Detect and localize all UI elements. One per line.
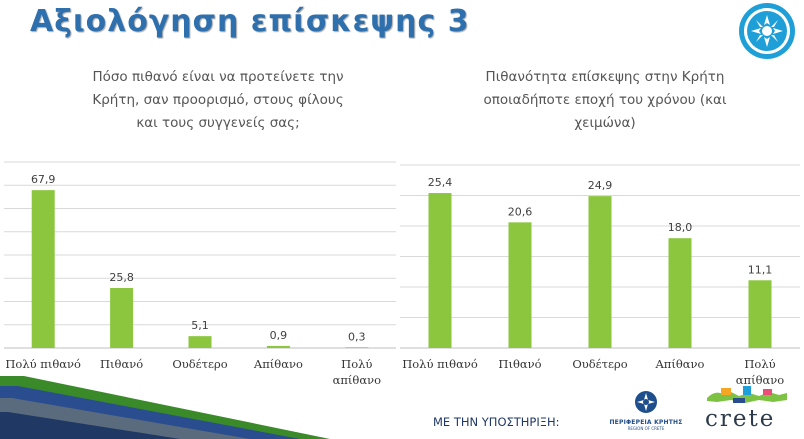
category-label: Πολύ (744, 357, 775, 371)
category-label: Ουδέτερο (172, 357, 227, 371)
support-label: ΜΕ ΤΗΝ ΥΠΟΣΤΗΡΙΞΗ: (433, 415, 560, 429)
category-label: Πολύ (341, 357, 372, 371)
category-label: απίθανο (333, 373, 382, 387)
region-of-crete-logo: ΠΕΡΙΦΕΡΕΙΑ ΚΡΗΤΗΣ REGION OF CRETE (601, 390, 691, 431)
bar (266, 345, 290, 348)
chart-2-title-line: Πιθανότητα επίσκεψης στην Κρήτη (485, 69, 725, 85)
charts-area: 67,9 Πολύ πιθανό 25,8 Πιθανό 5,1 Ουδέτερο 0,9 Α… (4, 161, 800, 387)
bar (428, 193, 452, 348)
region-logo-text: ΠΕΡΙΦΕΡΕΙΑ ΚΡΗΤΗΣ (609, 419, 683, 426)
data-label: 11,1 (748, 263, 773, 276)
data-label: 18,0 (668, 221, 693, 234)
category-label: Ουδέτερο (572, 357, 627, 371)
chart-1-title-line: Κρήτη, σαν προορισμό, στους φίλους (92, 92, 344, 108)
data-label: 25,4 (428, 176, 453, 189)
category-label: Πιθανό (498, 357, 541, 371)
category-label: Πολύ πιθανό (402, 357, 478, 371)
category-label: Πιθανό (100, 357, 143, 371)
data-label: 0,9 (270, 329, 288, 342)
bar (508, 222, 532, 348)
category-label: Απίθανο (655, 357, 705, 371)
bar (31, 190, 55, 348)
chart-2-title: Πιθανότητα επίσκεψης στην Κρήτη οποιαδήπ… (445, 66, 765, 135)
bar (110, 288, 134, 348)
data-label: 25,8 (109, 271, 134, 284)
crete-island-icon (707, 386, 787, 403)
bar (668, 238, 692, 348)
chart-2-title-line: χειμώνα) (574, 115, 636, 131)
slide-title: Αξιολόγηση επίσκεψης 3 (30, 4, 470, 39)
chart-2-title-line: οποιαδήποτε εποχή του χρόνου (και (483, 92, 727, 108)
region-seal-logo (739, 3, 795, 59)
data-label: 67,9 (31, 173, 56, 186)
bar (588, 196, 612, 348)
chart-1-title-line: Πόσο πιθανό είναι να προτείνετε την (92, 69, 344, 85)
chart-visit-any-season: 25,4 Πολύ πιθανό 20,6 Πιθανό 24,9 Ουδέτερο 18,… (400, 164, 800, 387)
category-label: Απίθανο (253, 357, 303, 371)
category-label: απίθανο (736, 373, 785, 387)
data-label: 24,9 (588, 179, 613, 192)
chart-1-title-line: και τους συγγενείς σας; (136, 115, 300, 131)
data-label: 0,3 (348, 330, 366, 343)
data-label: 5,1 (191, 319, 209, 332)
chart-recommend-crete: 67,9 Πολύ πιθανό 25,8 Πιθανό 5,1 Ουδέτερο 0,9 Α… (4, 161, 396, 387)
data-label: 20,6 (508, 205, 533, 218)
crete-brand-logo: crete (703, 384, 795, 432)
category-label: Πολύ πιθανό (5, 357, 81, 371)
crete-logo-word: crete (705, 406, 776, 432)
decorative-stripe (0, 376, 330, 439)
chart-1-title: Πόσο πιθανό είναι να προτείνετε την Κρήτ… (48, 66, 388, 135)
bar (748, 280, 772, 348)
region-emblem-icon (635, 391, 657, 413)
bar (345, 347, 369, 348)
region-logo-subtext: REGION OF CRETE (627, 426, 665, 431)
bar (188, 336, 212, 348)
